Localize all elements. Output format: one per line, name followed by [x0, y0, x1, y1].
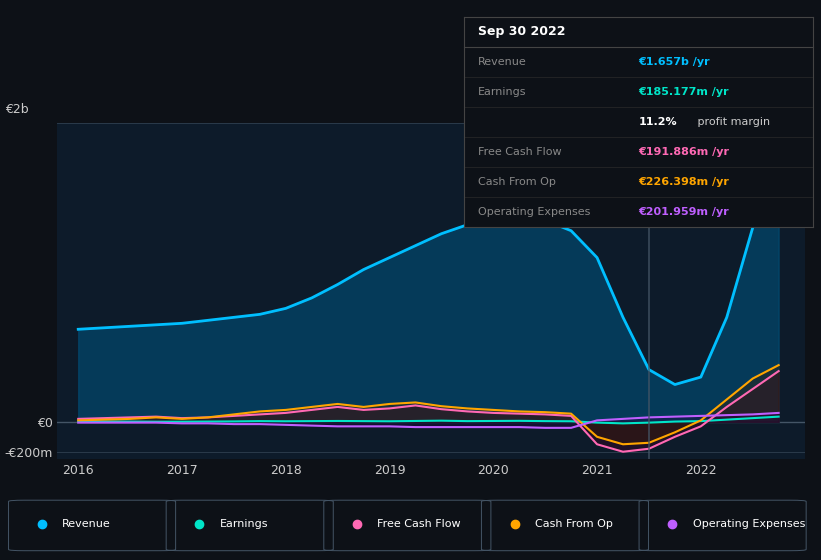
Text: Sep 30 2022: Sep 30 2022 — [478, 25, 566, 38]
Text: €185.177m /yr: €185.177m /yr — [639, 87, 729, 97]
Text: €2b: €2b — [5, 103, 29, 116]
Text: Earnings: Earnings — [478, 87, 526, 97]
Text: Cash From Op: Cash From Op — [535, 519, 613, 529]
Text: profit margin: profit margin — [695, 117, 770, 127]
Text: Free Cash Flow: Free Cash Flow — [478, 147, 562, 157]
Text: Operating Expenses: Operating Expenses — [478, 207, 590, 217]
Text: Revenue: Revenue — [478, 57, 526, 67]
Text: Cash From Op: Cash From Op — [478, 177, 556, 187]
Text: Earnings: Earnings — [220, 519, 268, 529]
Text: €226.398m /yr: €226.398m /yr — [639, 177, 729, 187]
Text: €201.959m /yr: €201.959m /yr — [639, 207, 729, 217]
Text: Operating Expenses: Operating Expenses — [693, 519, 805, 529]
Text: Revenue: Revenue — [62, 519, 111, 529]
Text: 11.2%: 11.2% — [639, 117, 677, 127]
Text: €191.886m /yr: €191.886m /yr — [639, 147, 729, 157]
Text: Free Cash Flow: Free Cash Flow — [378, 519, 461, 529]
Text: €1.657b /yr: €1.657b /yr — [639, 57, 710, 67]
